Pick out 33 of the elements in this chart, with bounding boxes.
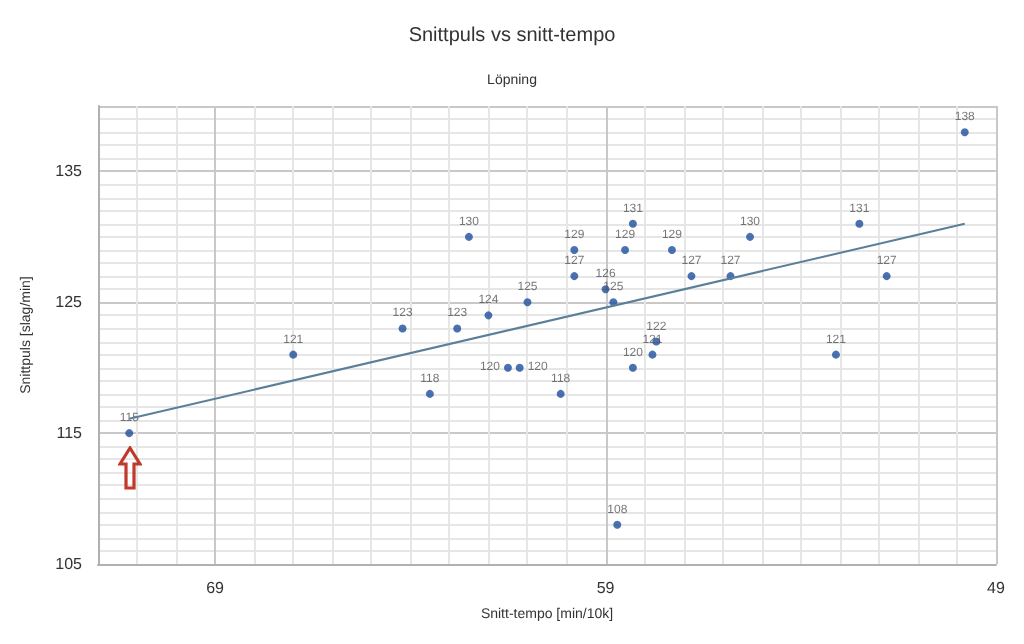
point bbox=[515, 363, 524, 372]
y-tick-label: 115 bbox=[56, 424, 84, 443]
point bbox=[882, 272, 891, 281]
point bbox=[648, 350, 657, 359]
y-tick-label: 105 bbox=[55, 555, 84, 573]
point bbox=[960, 128, 969, 137]
point bbox=[556, 389, 565, 398]
point bbox=[464, 232, 473, 241]
point bbox=[570, 272, 579, 281]
point bbox=[628, 219, 637, 228]
point bbox=[125, 429, 134, 438]
point bbox=[398, 324, 407, 333]
point bbox=[484, 311, 493, 320]
y-tick-label: 135 bbox=[55, 162, 84, 181]
x-tick-label: 69 bbox=[206, 579, 226, 597]
point bbox=[289, 350, 298, 359]
point bbox=[523, 298, 532, 307]
point bbox=[453, 324, 462, 333]
point bbox=[831, 350, 840, 359]
point bbox=[503, 363, 512, 372]
point bbox=[855, 219, 864, 228]
x-tick-label: 49 bbox=[987, 579, 1006, 597]
point bbox=[746, 232, 755, 241]
y-tick-label: 125 bbox=[55, 293, 84, 312]
point bbox=[687, 272, 696, 281]
point bbox=[570, 245, 579, 254]
point bbox=[621, 245, 630, 254]
point bbox=[628, 363, 637, 372]
point bbox=[667, 245, 676, 254]
x-tick-label: 59 bbox=[596, 579, 616, 597]
point bbox=[613, 520, 622, 529]
point bbox=[425, 389, 434, 398]
chart-title: Snittpuls vs snitt-tempo bbox=[408, 25, 617, 47]
